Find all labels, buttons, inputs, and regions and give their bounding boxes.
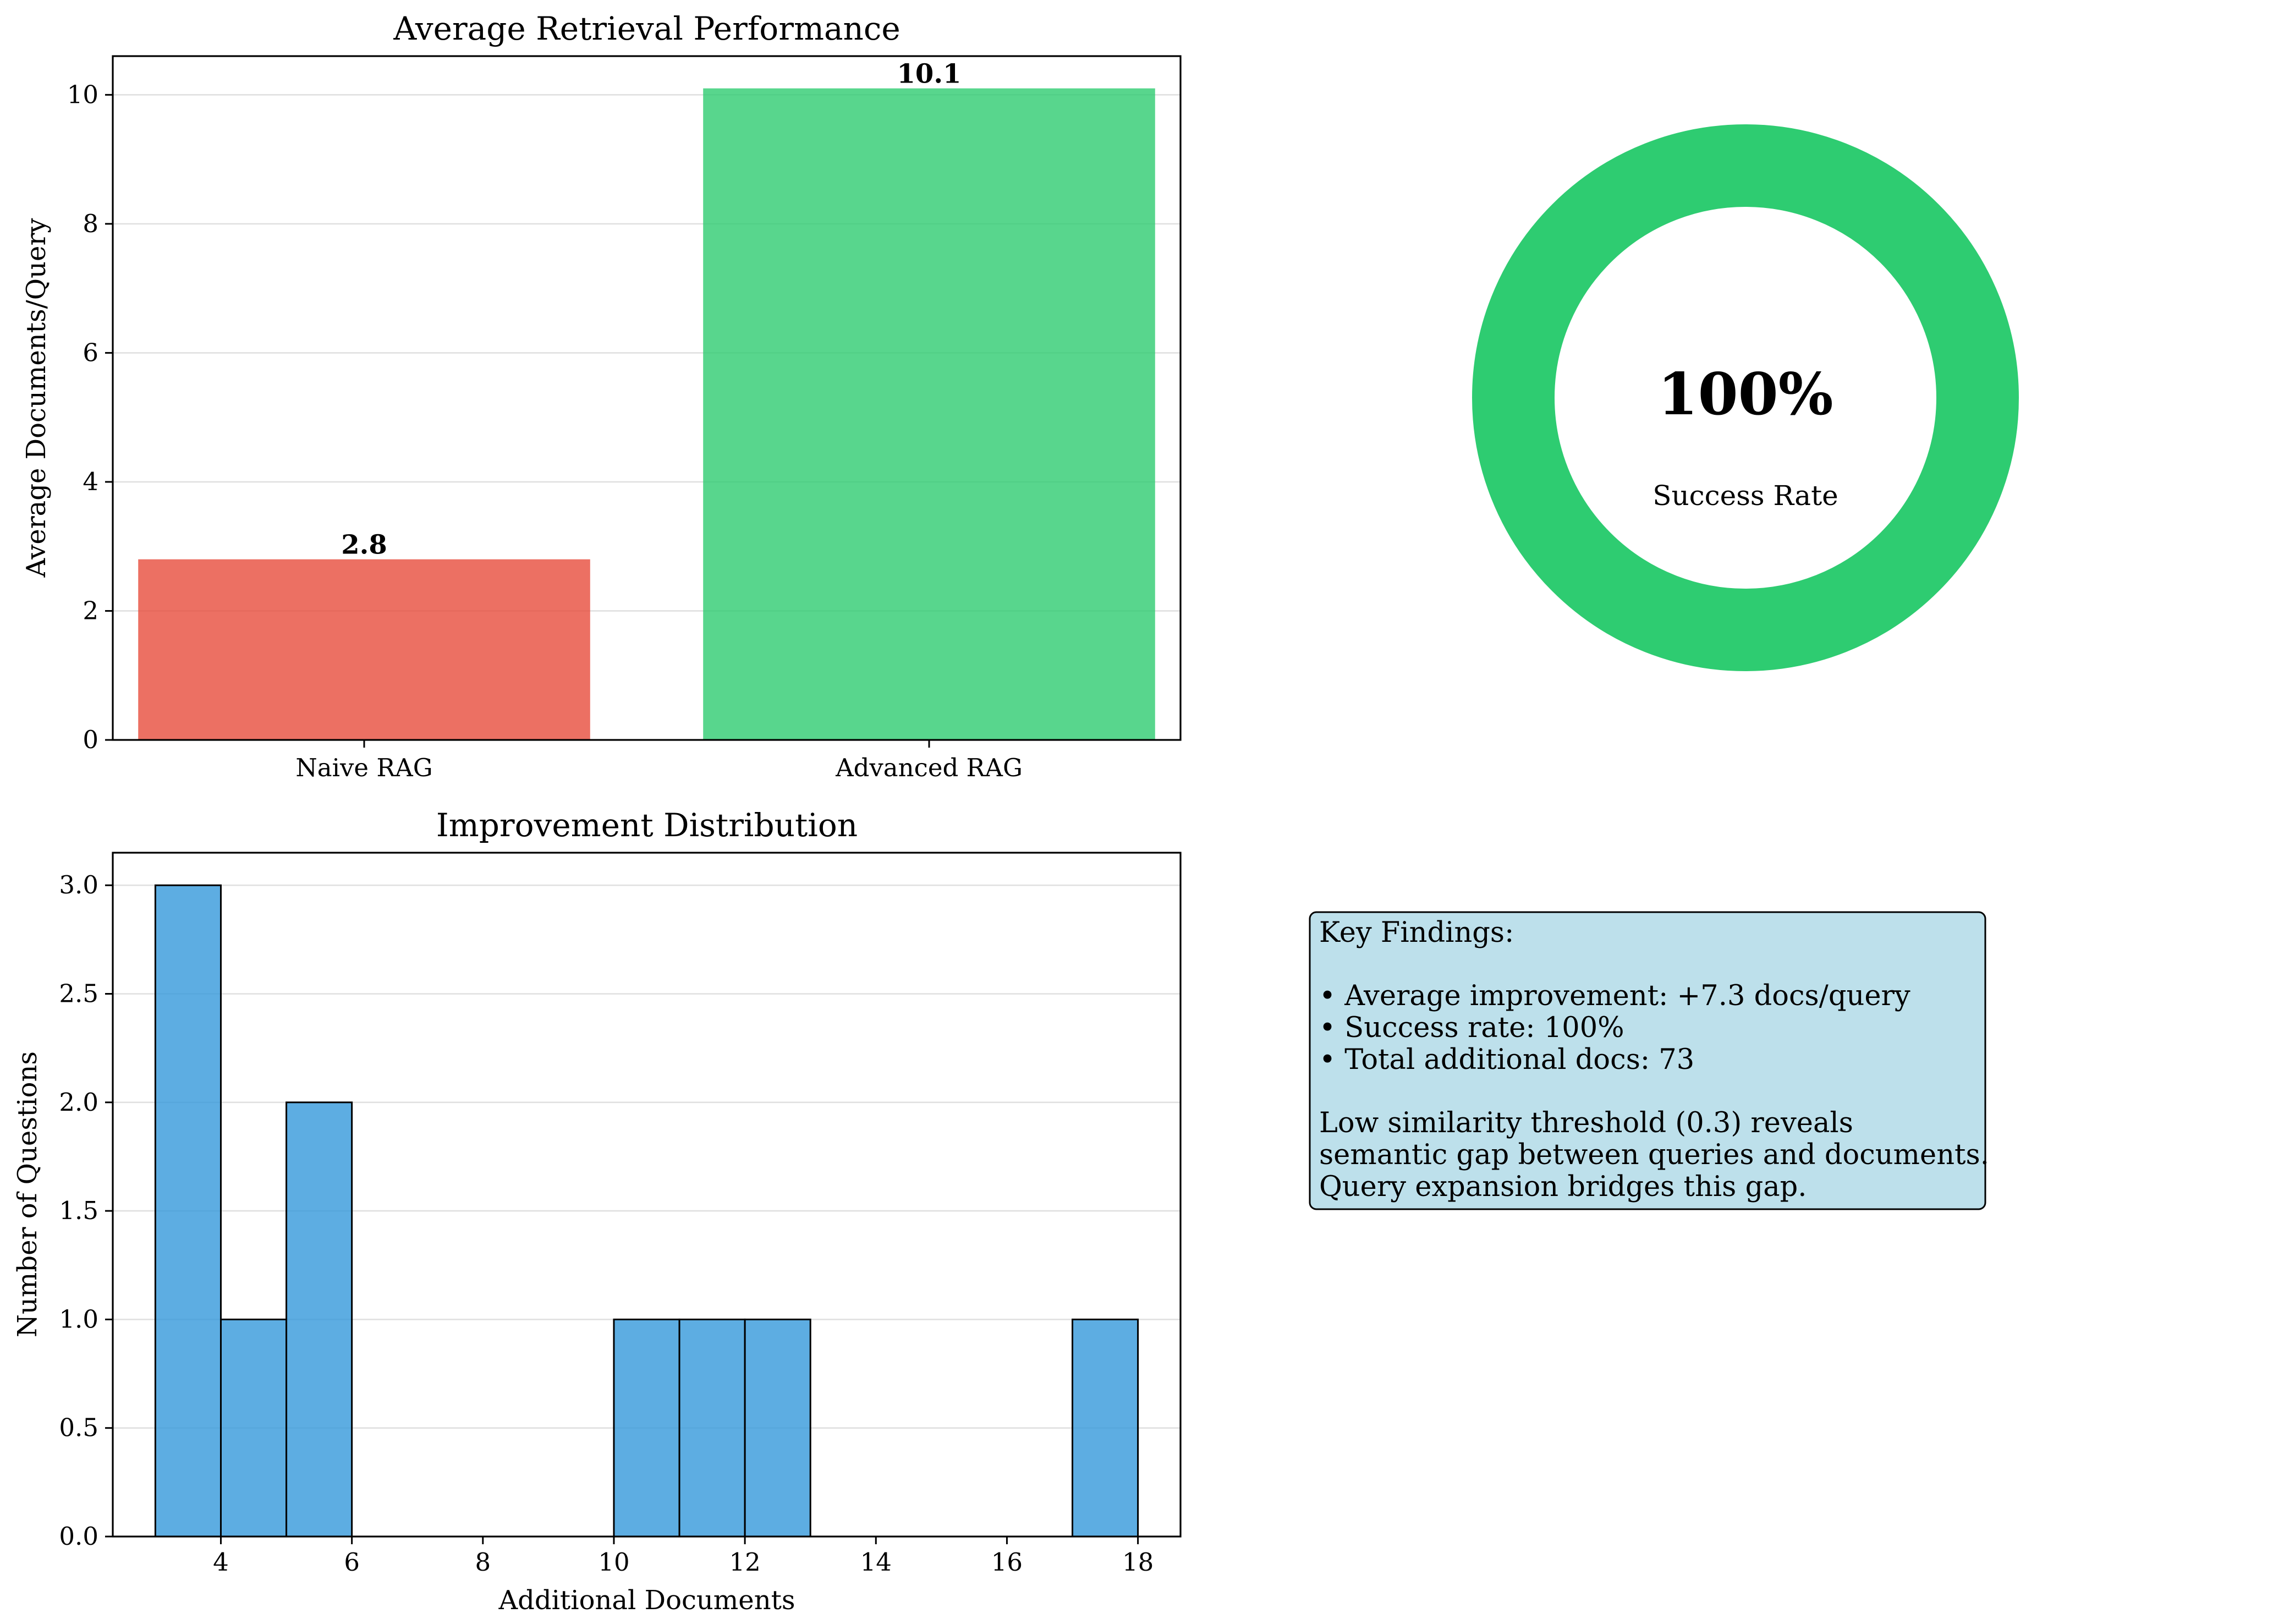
histogram-x-axis-label: Additional Documents — [498, 1585, 795, 1616]
success-rate-value: 100% — [1658, 360, 1833, 428]
improvement-histogram: Improvement Distribution 0.0 0.5 1.0 1.5 2.0… — [12, 806, 1182, 1616]
bar-chart-y-tick-label: 4 — [83, 467, 98, 496]
bar-chart-title: Average Retrieval Performance — [393, 10, 900, 47]
histogram-y-tick-label: 2.5 — [59, 979, 98, 1008]
findings-line-3: • Success rate: 100% — [1319, 1012, 1624, 1044]
histogram-bar — [613, 1318, 680, 1538]
histogram-x-tick-label: 10 — [598, 1548, 629, 1577]
bar-chart-bar — [138, 559, 590, 740]
bar-chart-y-tick-label: 0 — [83, 725, 98, 754]
histogram-y-ticks: 0.0 0.5 1.0 1.5 2.0 2.5 3.0 — [59, 870, 113, 1551]
bar-chart-value-label: 10.1 — [897, 59, 962, 90]
histogram-x-tick-label: 6 — [344, 1548, 360, 1577]
success-rate-gauge: 100% Success Rate — [1472, 124, 2019, 671]
findings-line-7: semantic gap between queries and documen… — [1319, 1139, 1989, 1171]
bar-chart-x-tick-label: Advanced RAG — [835, 753, 1023, 782]
bar-chart-bars — [138, 88, 1155, 740]
histogram-x-tick-label: 4 — [213, 1548, 229, 1577]
histogram-bar — [1072, 1318, 1139, 1538]
findings-line-6: Low similarity threshold (0.3) reveals — [1319, 1107, 1853, 1139]
histogram-y-tick-label: 0.5 — [59, 1413, 98, 1442]
bar-chart-y-tick-label: 8 — [83, 209, 98, 238]
histogram-y-tick-label: 2.0 — [59, 1088, 98, 1117]
key-findings-background — [1309, 911, 1986, 1210]
bar-chart-value-label: 2.8 — [341, 530, 387, 561]
findings-line-4: • Total additional docs: 73 — [1319, 1044, 1694, 1076]
histogram-x-tick-label: 8 — [475, 1548, 491, 1577]
histogram-bar — [286, 1101, 353, 1538]
retrieval-bar-chart: Average Retrieval Performance 2.8 10.1 0 2… — [21, 10, 1182, 782]
histogram-x-ticks: 4 6 8 10 12 14 16 18 — [213, 1537, 1154, 1577]
bar-chart-value-labels: 2.8 10.1 — [341, 59, 961, 561]
bar-chart-y-axis-label: Average Documents/Query — [21, 218, 52, 578]
histogram-bar — [744, 1318, 811, 1538]
histogram-x-tick-label: 18 — [1122, 1548, 1154, 1577]
histogram-x-tick-label: 14 — [860, 1548, 892, 1577]
histogram-y-tick-label: 1.5 — [59, 1196, 98, 1225]
success-rate-label: Success Rate — [1652, 480, 1838, 512]
bar-chart-x-ticks: Naive RAG Advanced RAG — [295, 740, 1023, 782]
histogram-y-tick-label: 1.0 — [59, 1304, 98, 1334]
histogram-bar — [678, 1318, 746, 1538]
histogram-x-tick-label: 12 — [729, 1548, 760, 1577]
findings-line-0: Key Findings: — [1319, 917, 1514, 949]
success-rate-ring — [1472, 124, 2019, 671]
histogram-title: Improvement Distribution — [436, 806, 858, 844]
histogram-y-axis-label: Number of Questions — [12, 1051, 43, 1337]
bar-chart-y-tick-label: 10 — [67, 80, 98, 109]
histogram-bar — [154, 884, 222, 1538]
key-findings-box: Key Findings: • Average improvement: +7.… — [1309, 911, 1989, 1210]
histogram-frame — [112, 852, 1182, 1538]
histogram-bars — [154, 884, 1139, 1538]
bar-chart-y-ticks: 0 2 4 6 8 10 — [67, 80, 113, 754]
histogram-x-tick-label: 16 — [991, 1548, 1023, 1577]
bar-chart-bar — [703, 88, 1155, 740]
histogram-y-tick-label: 3.0 — [59, 870, 98, 899]
bar-chart-y-tick-label: 6 — [83, 338, 98, 367]
findings-line-2: • Average improvement: +7.3 docs/query — [1319, 980, 1910, 1012]
bar-chart-x-tick-label: Naive RAG — [295, 753, 432, 782]
bar-chart-y-tick-label: 2 — [83, 596, 98, 625]
histogram-y-tick-label: 0.0 — [59, 1522, 98, 1551]
findings-line-8: Query expansion bridges this gap. — [1319, 1171, 1807, 1203]
bar-chart-frame — [112, 55, 1182, 741]
histogram-bar — [219, 1318, 288, 1538]
